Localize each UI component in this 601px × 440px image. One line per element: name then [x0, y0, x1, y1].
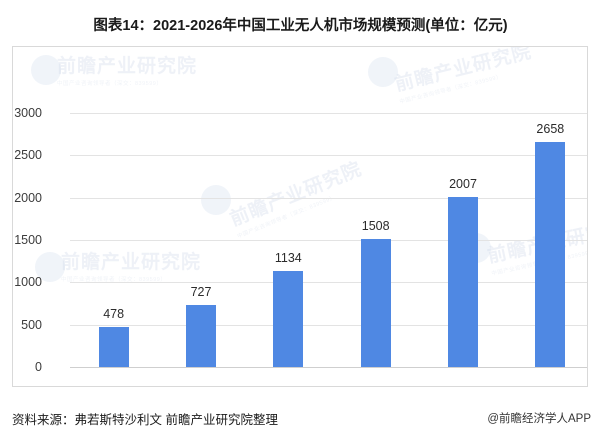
watermark-logo: 前瞻产业研究院 中国产业咨询领导者（深交：839599） — [392, 46, 537, 106]
y-axis-tick-label: 2500 — [14, 148, 42, 163]
bar-value-label: 1134 — [274, 250, 302, 265]
y-axis-tick-label: 3000 — [14, 106, 42, 120]
watermark-circle — [31, 55, 61, 85]
y-axis-tick-label: 500 — [21, 317, 42, 332]
watermark-sub-text: 中国产业咨询领导者（深交：839599） — [57, 81, 163, 87]
bar-value-label: 1508 — [361, 219, 390, 234]
gridline — [70, 240, 587, 241]
y-axis-tick-label: 1000 — [14, 275, 42, 290]
bar-value-label: 2007 — [449, 177, 477, 192]
plot-area: 0500100015002000250030004782021E7272022E… — [14, 106, 587, 374]
bar[interactable] — [186, 305, 216, 367]
gridline — [70, 197, 587, 199]
bar[interactable] — [360, 239, 391, 367]
y-axis-tick-label: 2000 — [14, 190, 42, 205]
chart-frame: 前瞻产业研究院 中国产业咨询领导者（深交：839599） 前瞻产业研究院 中国产… — [12, 46, 588, 387]
bar[interactable] — [535, 141, 566, 367]
bar-value-label: 2658 — [536, 121, 565, 136]
bar[interactable] — [273, 271, 304, 367]
watermark-main-text: 前瞻产业研究院 — [392, 46, 534, 96]
y-axis-tick-label: 0 — [35, 360, 42, 374]
bar-value-label: 478 — [103, 306, 125, 321]
bar[interactable] — [448, 197, 478, 367]
watermark-circle — [368, 57, 398, 87]
watermark-main-text: 前瞻产业研究院 — [57, 56, 198, 77]
gridline — [70, 155, 587, 157]
page-title: 图表14：2021-2026年中国工业无人机市场规模预测(单位：亿元) — [93, 18, 508, 34]
gridline — [70, 113, 587, 114]
gridline — [70, 324, 587, 326]
watermark-sub-text: 中国产业咨询领导者（深交：839599） — [398, 74, 503, 106]
gridline — [70, 282, 587, 284]
y-axis-tick-label: 1500 — [14, 233, 42, 247]
source-note: 资料来源：弗若斯特沙利文 前瞻产业研究院整理 — [12, 413, 278, 427]
x-axis-line — [70, 367, 587, 368]
brand-watermark-text: @前瞻经济学人APP — [487, 413, 591, 425]
watermark-logo: 前瞻产业研究院 中国产业咨询领导者（深交：839599） — [57, 51, 197, 87]
bar[interactable] — [98, 326, 129, 367]
bar-value-label: 727 — [190, 285, 212, 300]
